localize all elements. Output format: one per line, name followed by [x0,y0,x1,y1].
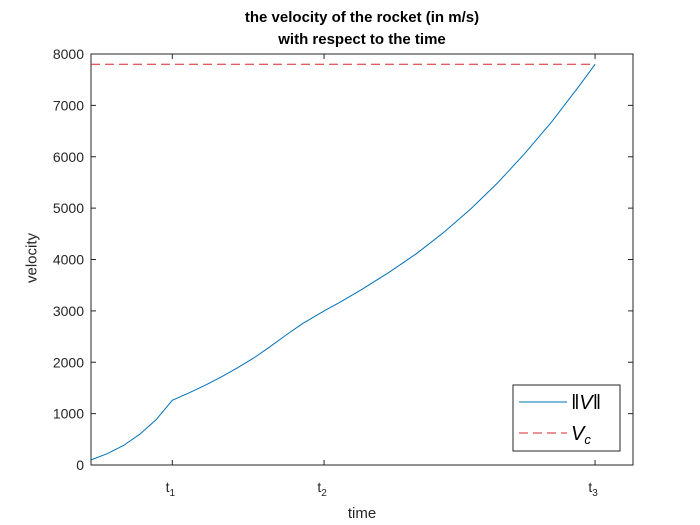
y-tick-label: 8000 [53,46,84,62]
y-axis-label: velocity [23,232,41,284]
series-line-0 [90,64,596,461]
series-group [90,63,596,461]
legend: ‖V‖Vc [512,384,621,452]
y-tick-label: 6000 [53,149,84,165]
legend-label-0: ‖V‖ [571,392,601,414]
x-axis-label: time [347,505,377,522]
y-tick-label: 1000 [53,406,84,422]
y-tick-label: 0 [76,457,84,473]
y-tick-label: 4000 [53,252,84,268]
x-tick-label: t3 [588,479,598,499]
y-tick-label: 2000 [53,354,84,370]
chart-title-line-1: the velocity of the rocket (in m/s) [244,9,480,26]
x-tick-label: t1 [166,479,176,499]
chart-title-line-2: with respect to the time [278,31,446,48]
legend-box [512,384,621,452]
y-tick-label: 3000 [53,303,84,319]
axis-ticks: 0 1000 2000 3000 4000 5000 6000 7000 8000 t1 t2 t3 [53,46,633,499]
y-tick-label: 7000 [53,97,84,113]
x-tick-label: t2 [317,479,327,499]
y-tick-label: 5000 [53,200,84,216]
